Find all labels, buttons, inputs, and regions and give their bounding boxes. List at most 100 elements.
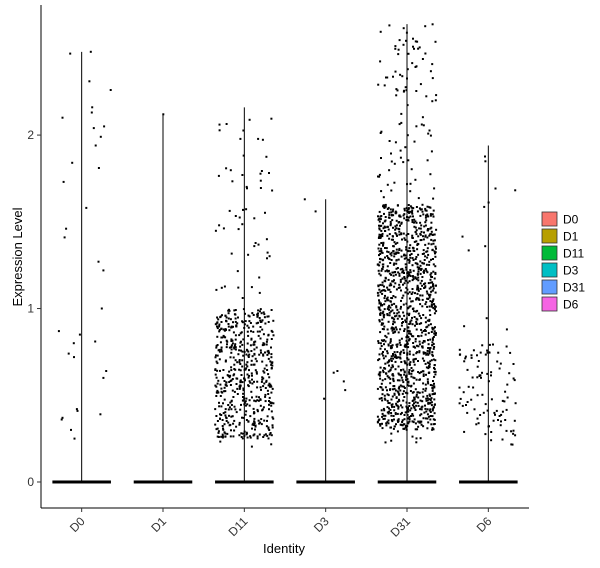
- point-D31: [395, 306, 398, 309]
- point-D11: [255, 346, 258, 349]
- point-D31: [403, 414, 406, 416]
- point-D11: [234, 408, 237, 411]
- point-D31: [415, 233, 418, 236]
- point-D31: [411, 323, 414, 326]
- point-D31: [411, 279, 414, 282]
- point-D31: [426, 349, 429, 352]
- point-D31: [403, 360, 406, 363]
- point-D31: [395, 252, 398, 255]
- point-D31: [427, 132, 430, 135]
- point-D31: [379, 237, 382, 239]
- point-D11: [216, 389, 219, 392]
- legend-swatch-D31: [541, 279, 558, 295]
- point-D31: [434, 255, 437, 258]
- legend-swatch-D6: [541, 296, 558, 312]
- point-D11: [256, 314, 259, 317]
- point-D31: [406, 104, 409, 107]
- point-D11: [241, 381, 244, 384]
- point-D31: [396, 234, 398, 237]
- point-D11: [230, 404, 233, 406]
- point-D31: [407, 250, 409, 253]
- point-D11: [239, 345, 242, 348]
- point-D11: [258, 276, 261, 279]
- point-D31: [393, 318, 396, 321]
- point-D11: [251, 312, 254, 315]
- point-D31: [428, 260, 431, 263]
- point-D11: [239, 137, 242, 140]
- point-D11: [215, 376, 218, 379]
- point-D31: [403, 282, 406, 285]
- point-D11: [265, 425, 268, 428]
- point-D31: [386, 393, 389, 396]
- point-D31: [380, 289, 383, 292]
- point-D31: [411, 300, 414, 303]
- point-D31: [430, 272, 433, 275]
- point-D31: [432, 358, 435, 361]
- point-D31: [414, 220, 417, 223]
- point-D31: [407, 159, 410, 162]
- point-D11: [219, 440, 222, 443]
- point-D31: [381, 399, 384, 402]
- point-D11: [241, 350, 244, 353]
- point-D11: [232, 356, 235, 359]
- point-D31: [431, 328, 434, 331]
- point-D11: [217, 431, 220, 434]
- point-D31: [384, 386, 387, 389]
- point-D31: [419, 227, 422, 230]
- point-D31: [378, 264, 381, 267]
- point-D11: [267, 321, 270, 323]
- point-D31: [393, 285, 396, 288]
- point-D31: [407, 274, 410, 277]
- point-D31: [433, 187, 436, 190]
- point-D31: [435, 332, 437, 335]
- point-D6: [506, 396, 509, 399]
- point-D11: [246, 342, 249, 345]
- point-D31: [422, 124, 425, 127]
- point-D31: [431, 299, 434, 302]
- point-D31: [400, 299, 402, 302]
- point-D31: [418, 351, 421, 354]
- point-D31: [413, 418, 416, 421]
- point-D31: [432, 343, 435, 345]
- point-D31: [378, 243, 381, 246]
- point-D31: [422, 235, 424, 238]
- point-D31: [433, 382, 435, 385]
- point-D11: [264, 387, 267, 389]
- point-D31: [431, 428, 434, 431]
- point-D11: [225, 339, 228, 342]
- point-D11: [236, 361, 239, 364]
- point-D31: [386, 314, 389, 317]
- point-D11: [262, 333, 265, 336]
- point-D31: [378, 250, 381, 253]
- point-D31: [394, 70, 397, 73]
- point-D31: [421, 210, 424, 213]
- point-D11: [215, 385, 218, 388]
- point-D31: [384, 280, 387, 283]
- point-D31: [420, 230, 423, 233]
- point-D31: [431, 326, 434, 329]
- point-D11: [268, 400, 270, 402]
- point-D31: [420, 224, 423, 227]
- point-D11: [230, 369, 233, 372]
- point-D11: [240, 374, 243, 376]
- point-D31: [400, 324, 403, 327]
- point-D31: [401, 379, 404, 382]
- point-D31: [386, 350, 389, 353]
- point-D31: [379, 314, 382, 316]
- point-D11: [233, 405, 236, 408]
- point-D11: [246, 373, 249, 376]
- point-D31: [400, 221, 403, 224]
- point-D31: [415, 378, 418, 381]
- point-D31: [431, 338, 434, 341]
- point-D31: [378, 228, 381, 231]
- point-D11: [234, 334, 237, 337]
- point-D11: [225, 384, 228, 387]
- point-D31: [387, 251, 390, 254]
- point-D31: [392, 214, 395, 217]
- point-D11: [229, 374, 232, 377]
- point-D31: [407, 358, 410, 361]
- point-D11: [254, 369, 257, 372]
- point-D31: [406, 281, 409, 284]
- point-D31: [386, 76, 389, 79]
- point-D11: [218, 323, 221, 326]
